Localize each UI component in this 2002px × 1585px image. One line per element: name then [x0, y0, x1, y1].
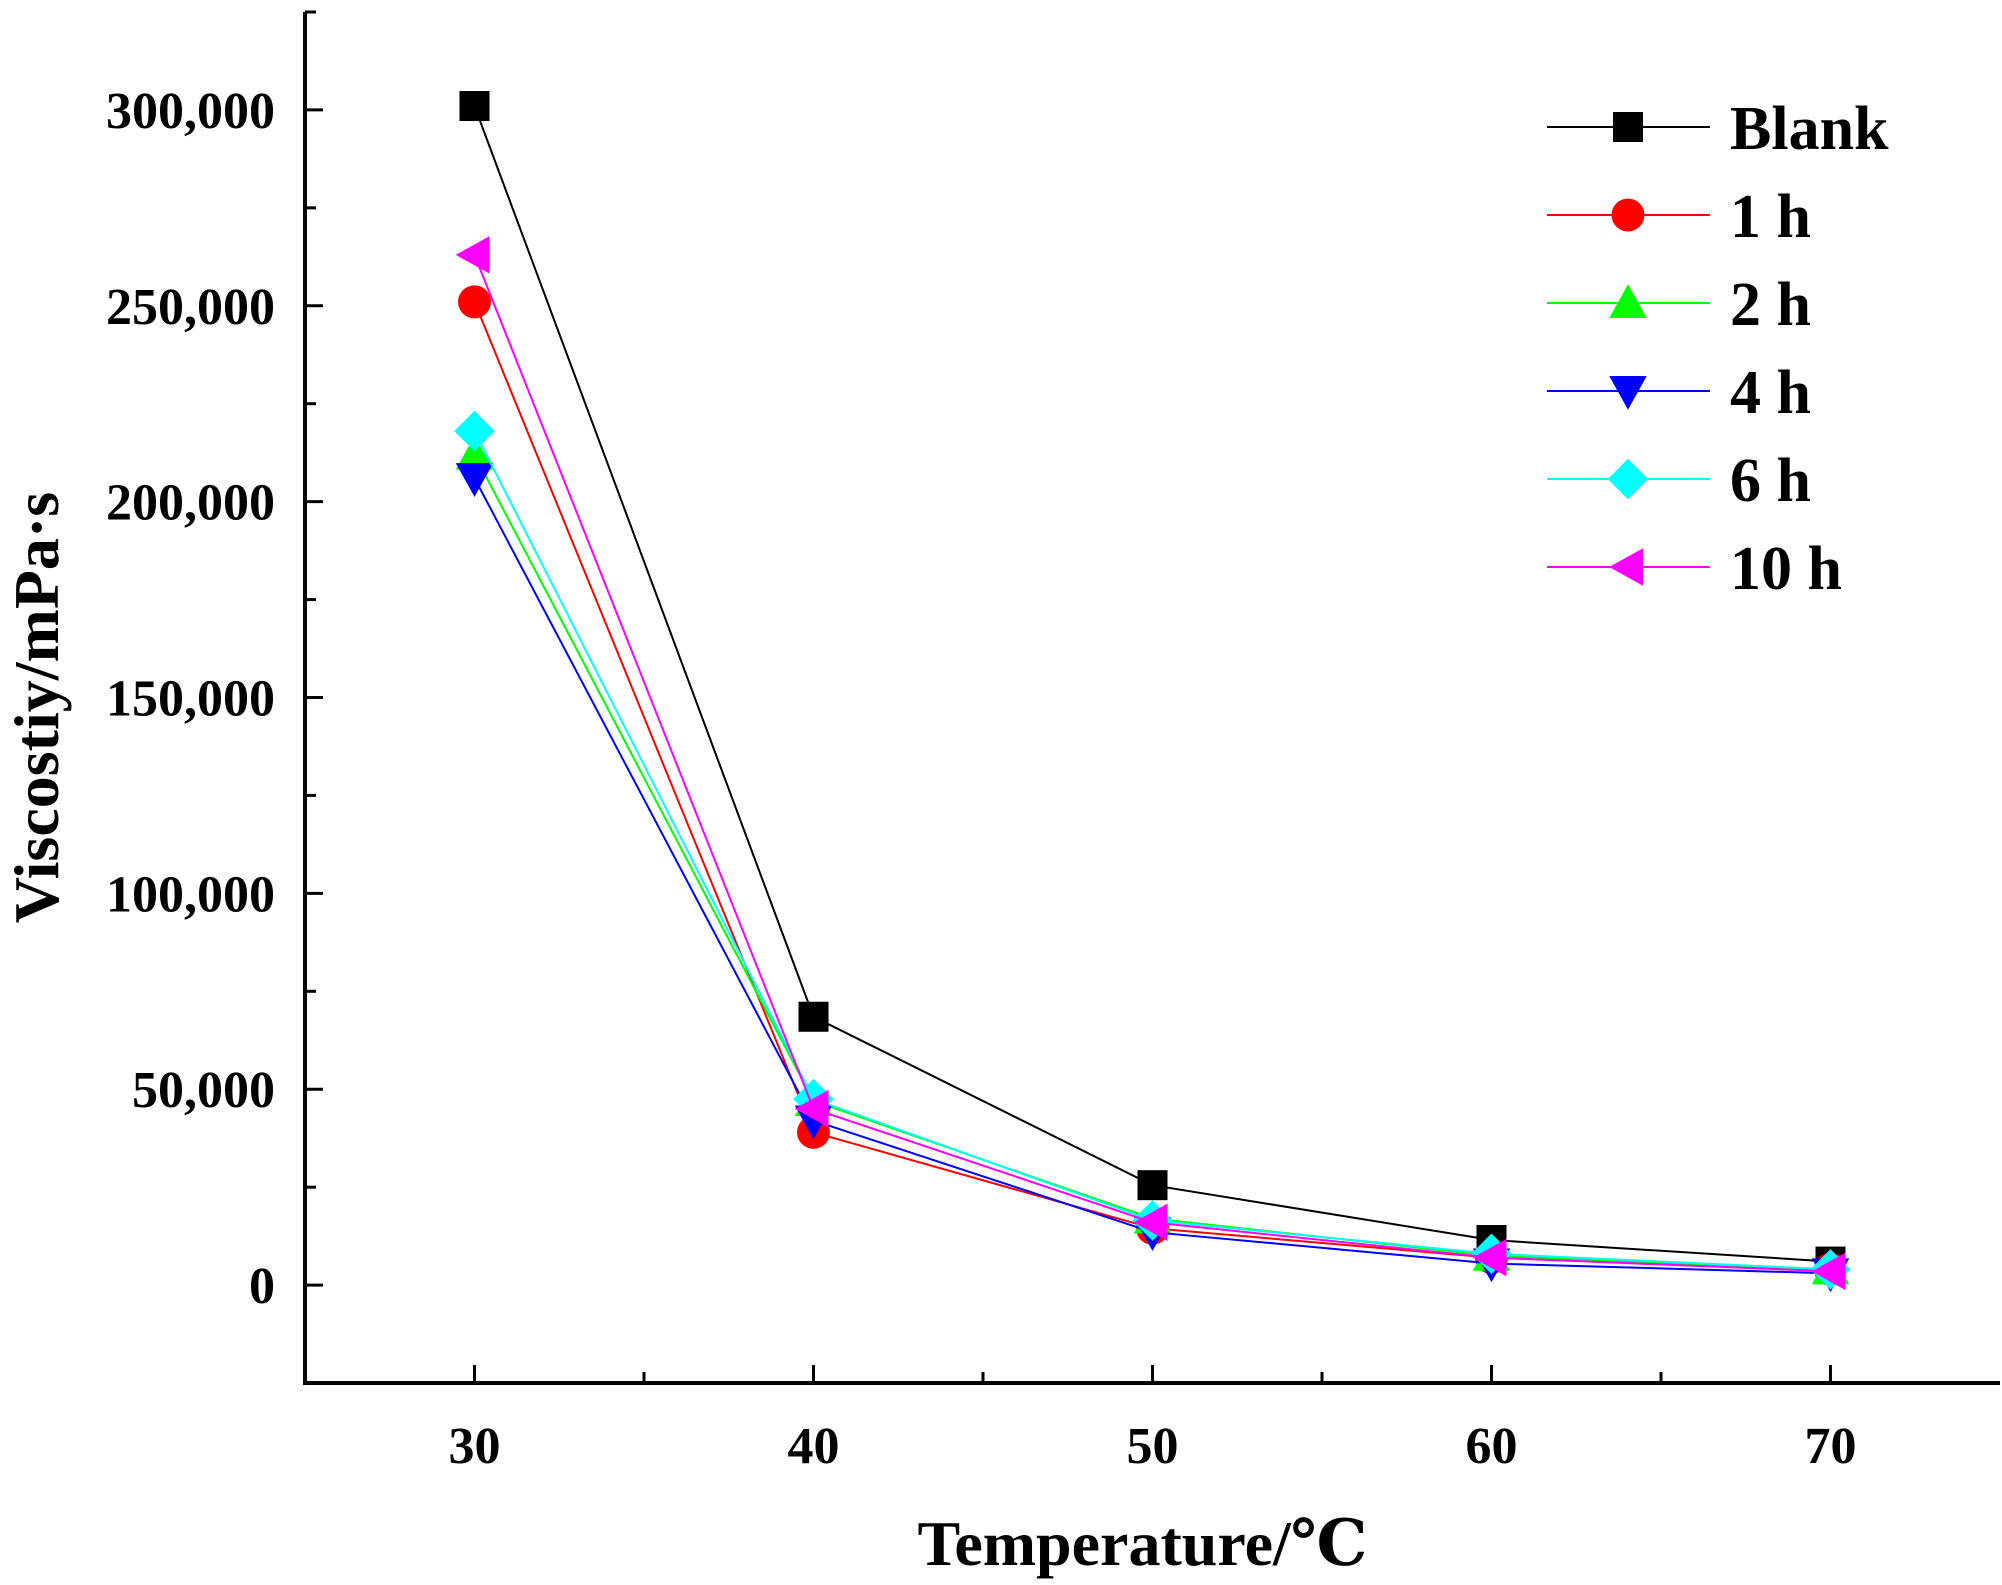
axes: 0 50,000 100,000 150,000 200,000 250,000 300,0… [106, 10, 2000, 1475]
series-group [454, 91, 1851, 1293]
legend-item-4h: 4 h [1547, 359, 1811, 427]
legend-marker-1h [1611, 198, 1645, 232]
series-line-blank [473, 105, 1831, 1263]
data-point-10h-40 [794, 1090, 829, 1128]
series-6h [454, 410, 1851, 1290]
legend-marker-4h [1609, 376, 1647, 410]
data-point-10h-50 [1133, 1203, 1168, 1242]
legend-marker-10h [1609, 548, 1643, 586]
series-1h [458, 285, 1847, 1286]
legend-marker-2h [1609, 284, 1647, 318]
y-tick-label: 300,000 [106, 83, 275, 140]
data-point-blank-40 [798, 1001, 829, 1032]
series-10h [455, 236, 1846, 1291]
y-tick-label: 200,000 [106, 475, 275, 532]
x-tick-label: 50 [1127, 1418, 1179, 1475]
legend-label-2h: 2 h [1730, 271, 1811, 339]
x-axis-title: Temperature/℃ [918, 1508, 1368, 1579]
data-point-10h-70 [1811, 1252, 1846, 1291]
legend-marker-6h [1607, 458, 1649, 500]
legend-label-1h: 1 h [1730, 183, 1811, 251]
x-tick-label: 30 [449, 1418, 501, 1475]
legend-item-blank: Blank [1547, 95, 1889, 163]
y-tick-label: 0 [249, 1258, 275, 1315]
legend-marker-blank [1613, 112, 1643, 142]
y-tick-label: 250,000 [106, 279, 275, 336]
legend-item-2h: 2 h [1547, 271, 1811, 339]
legend-label-6h: 6 h [1730, 447, 1811, 515]
legend-item-6h: 6 h [1547, 447, 1811, 515]
series-blank [459, 91, 1846, 1277]
y-axis-title: Viscostiy/mPa·s [1, 492, 72, 923]
y-tick-label: 100,000 [106, 866, 275, 923]
y-tick-label: 50,000 [132, 1062, 275, 1119]
legend-label-4h: 4 h [1730, 359, 1811, 427]
data-point-10h-60 [1472, 1238, 1507, 1277]
legend-item-10h: 10 h [1547, 535, 1842, 603]
data-point-4h-30 [455, 463, 494, 497]
x-tick-label: 70 [1805, 1418, 1857, 1475]
data-point-blank-30 [459, 91, 490, 122]
series-line-1h [473, 301, 1831, 1271]
series-line-4h [473, 477, 1831, 1275]
legend: Blank 1 h 2 h 4 h 6 h 10 h [1547, 95, 1889, 603]
data-point-1h-30 [458, 285, 491, 319]
legend-item-1h: 1 h [1547, 183, 1811, 251]
series-line-6h [473, 430, 1831, 1271]
data-point-10h-30 [455, 236, 490, 274]
data-point-blank-50 [1137, 1170, 1168, 1201]
series-4h [455, 463, 1850, 1293]
data-point-6h-30 [454, 410, 495, 452]
legend-label-blank: Blank [1730, 95, 1889, 163]
y-tick-label: 150,000 [106, 671, 275, 728]
x-tick-label: 60 [1466, 1418, 1518, 1475]
x-tick-label: 40 [788, 1418, 840, 1475]
legend-label-10h: 10 h [1730, 535, 1842, 603]
data-point-2h-30 [455, 435, 494, 470]
